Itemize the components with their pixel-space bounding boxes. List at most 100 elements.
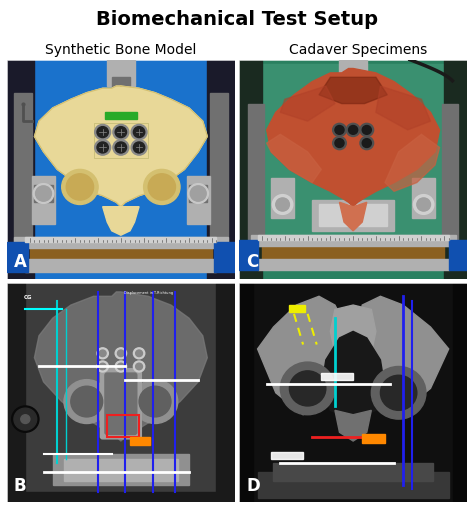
Circle shape — [133, 143, 145, 154]
Circle shape — [139, 386, 171, 417]
Polygon shape — [103, 207, 139, 236]
Bar — [53, 454, 189, 485]
Bar — [25, 238, 217, 242]
Bar — [7, 491, 235, 502]
Bar — [214, 242, 235, 273]
Polygon shape — [280, 87, 335, 122]
Circle shape — [115, 348, 127, 359]
Circle shape — [381, 376, 417, 411]
Text: Cadaver Specimens: Cadaver Specimens — [289, 43, 427, 57]
Bar — [210, 93, 228, 246]
Text: Displacement in T-Richtung: Displacement in T-Richtung — [124, 290, 173, 294]
Bar — [130, 437, 150, 445]
Circle shape — [99, 364, 106, 370]
Polygon shape — [339, 203, 367, 231]
Bar — [257, 472, 449, 498]
Circle shape — [148, 174, 175, 200]
Circle shape — [362, 126, 371, 135]
Bar — [248, 105, 264, 246]
Circle shape — [413, 195, 434, 215]
Circle shape — [14, 409, 36, 430]
Polygon shape — [267, 135, 321, 183]
Text: Synthetic Bone Model: Synthetic Bone Model — [45, 43, 197, 57]
Bar — [271, 452, 303, 459]
Circle shape — [133, 127, 145, 138]
Circle shape — [136, 364, 143, 370]
Bar — [107, 415, 139, 437]
Circle shape — [21, 415, 30, 424]
Circle shape — [97, 348, 109, 359]
Circle shape — [62, 170, 98, 205]
Polygon shape — [257, 297, 348, 415]
Circle shape — [188, 184, 209, 204]
Bar — [14, 93, 32, 246]
Bar — [239, 61, 262, 280]
Bar — [412, 179, 435, 218]
Bar — [257, 236, 449, 240]
Circle shape — [71, 386, 103, 417]
Polygon shape — [35, 292, 207, 441]
Bar — [32, 177, 55, 225]
Circle shape — [371, 367, 426, 419]
Text: C: C — [246, 253, 258, 271]
Circle shape — [64, 380, 109, 424]
Bar — [7, 61, 35, 280]
Polygon shape — [335, 411, 371, 441]
Circle shape — [113, 125, 129, 140]
Circle shape — [348, 126, 358, 135]
Circle shape — [115, 143, 127, 154]
Circle shape — [132, 380, 178, 424]
Polygon shape — [35, 87, 207, 207]
Circle shape — [346, 124, 360, 137]
Text: A: A — [14, 253, 27, 271]
Circle shape — [131, 125, 147, 140]
Bar — [290, 306, 305, 312]
Polygon shape — [358, 297, 449, 411]
Circle shape — [97, 127, 109, 138]
Bar — [271, 179, 294, 218]
Polygon shape — [385, 135, 439, 192]
Bar — [107, 61, 135, 87]
Bar — [239, 240, 257, 271]
Text: B: B — [14, 476, 27, 494]
Circle shape — [335, 126, 344, 135]
Bar — [449, 240, 467, 271]
Circle shape — [362, 139, 371, 148]
Circle shape — [99, 350, 106, 357]
Bar — [189, 185, 207, 203]
Circle shape — [273, 195, 293, 215]
Bar — [30, 242, 212, 269]
FancyBboxPatch shape — [105, 373, 137, 435]
Bar — [251, 65, 456, 236]
Circle shape — [133, 361, 145, 372]
Circle shape — [333, 124, 346, 137]
Bar — [109, 98, 132, 109]
Circle shape — [136, 350, 143, 357]
Polygon shape — [376, 87, 430, 131]
Circle shape — [66, 174, 93, 200]
Circle shape — [97, 361, 109, 372]
Bar — [453, 283, 467, 502]
Circle shape — [133, 348, 145, 359]
Bar — [319, 205, 387, 227]
Bar — [442, 105, 458, 246]
Polygon shape — [330, 306, 376, 382]
FancyBboxPatch shape — [100, 369, 141, 439]
Circle shape — [12, 406, 39, 432]
Bar — [239, 283, 253, 502]
Bar — [444, 61, 467, 280]
Bar — [273, 463, 433, 481]
Circle shape — [333, 137, 346, 150]
Bar — [339, 98, 367, 109]
Bar — [64, 459, 178, 481]
Bar — [105, 113, 137, 120]
Bar — [187, 177, 210, 225]
Circle shape — [115, 127, 127, 138]
Bar — [312, 200, 394, 231]
Bar — [112, 78, 130, 100]
Circle shape — [97, 143, 109, 154]
Bar — [321, 373, 353, 380]
Polygon shape — [319, 78, 387, 105]
Circle shape — [131, 140, 147, 156]
Bar — [251, 236, 456, 246]
